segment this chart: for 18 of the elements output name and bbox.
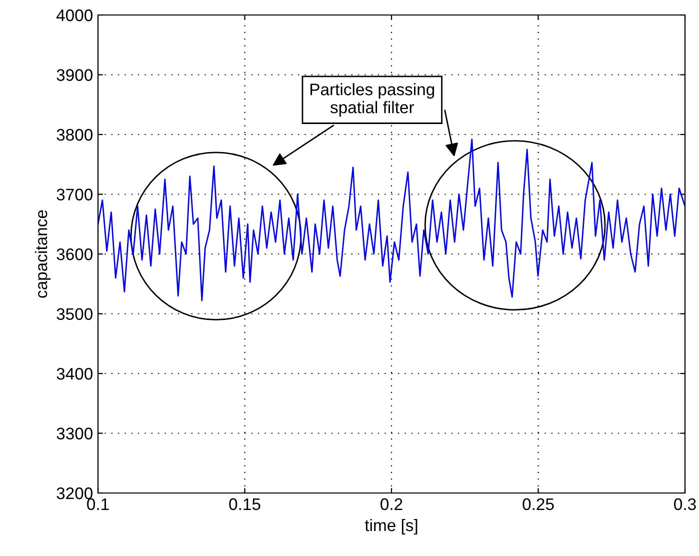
y-tick-label: 4000 (56, 9, 92, 22)
y-tick-label: 3600 (56, 248, 92, 260)
annotation: Particles passing spatial filter (310, 83, 434, 117)
x-axis-title: time [s] (364, 518, 418, 534)
x-tick-label: 0.2 (380, 498, 402, 510)
y-tick-label: 3400 (56, 368, 92, 380)
line-series (98, 138, 685, 302)
y-tick-label: 3200 (56, 487, 92, 500)
x-tick-label: 0.3 (674, 498, 696, 510)
y-tick-label: 3500 (56, 308, 92, 320)
y-tick-label: 3700 (56, 188, 92, 200)
y-tick-label: 3800 (56, 128, 92, 141)
x-tick-label: 0.25 (522, 498, 554, 510)
y-axis-title: capacitance (34, 210, 51, 298)
y-tick-label: 3900 (56, 69, 92, 81)
y-tick-label: 3300 (56, 428, 92, 440)
x-tick-label: 0.15 (229, 498, 260, 510)
x-tick-label: 0.1 (87, 498, 109, 510)
